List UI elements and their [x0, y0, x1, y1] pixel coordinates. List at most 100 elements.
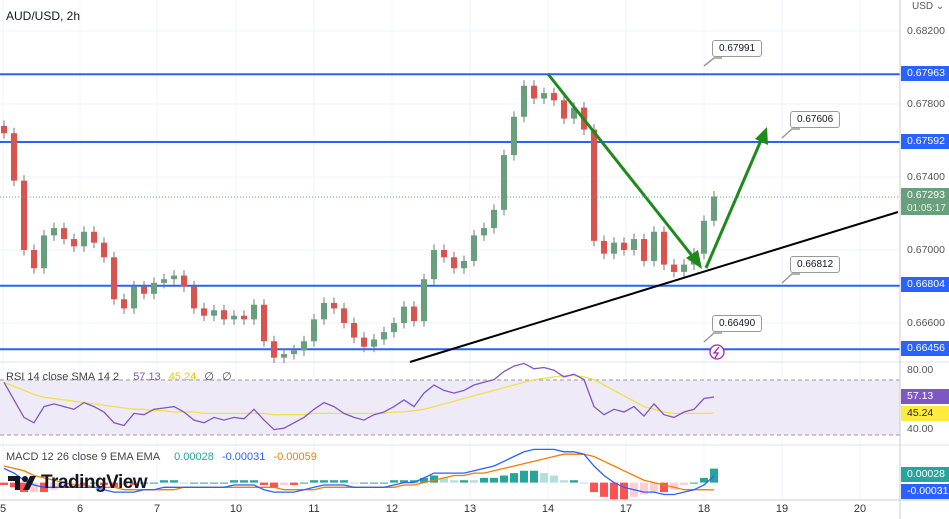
macd-histogram-bar	[280, 482, 288, 485]
macd-histogram-bar	[260, 482, 268, 485]
time-tick: 7	[153, 503, 161, 515]
level-tag: 0.66804	[901, 277, 949, 292]
candle-up	[421, 279, 427, 322]
macd-histogram-bar	[270, 482, 278, 488]
macd-histogram-bar	[180, 482, 188, 484]
candle-down	[441, 250, 447, 258]
macd-histogram-bar	[520, 470, 528, 483]
symbol-title[interactable]: AUD/USD, 2h	[6, 9, 81, 23]
price-callout[interactable]: 0.67991	[712, 40, 763, 57]
rsi-band	[0, 380, 900, 435]
rsi-sma-line	[3, 374, 715, 416]
macd-histogram-bar	[360, 482, 368, 484]
macd-histogram-bar	[680, 482, 688, 485]
rsi-legend[interactable]: RSI 14 close SMA 14 2 57.13 45.24 ∅ ∅	[6, 370, 237, 383]
currency-menu[interactable]: USD ⌄	[912, 1, 944, 12]
macd-histogram-bar	[690, 482, 698, 484]
macd-value: -0.00031	[221, 451, 266, 463]
candle-down	[241, 315, 247, 320]
macd-hist-value: 0.00028	[174, 451, 214, 463]
macd-histogram-bar	[470, 480, 478, 483]
macd-histogram-bar	[450, 480, 458, 483]
macd-histogram-bar	[170, 480, 178, 483]
candle-up	[461, 260, 467, 269]
macd-legend[interactable]: MACD 12 26 close 9 EMA EMA 0.00028 -0.00…	[6, 451, 322, 463]
candle-down	[1, 125, 7, 134]
macd-histogram-bar	[400, 480, 408, 483]
rsi-axis-top: 80.00	[907, 364, 934, 376]
candle-up	[371, 339, 377, 347]
candle-up	[521, 85, 527, 117]
rsi-extra: ∅	[222, 371, 232, 383]
rsi-axis-bottom: 40.00	[907, 423, 934, 435]
price-tick: 0.67400	[907, 171, 945, 183]
candle-down	[11, 133, 17, 181]
candle-up	[471, 235, 477, 261]
chevron-down-icon: ⌄	[935, 1, 945, 12]
price-callout[interactable]: 0.66490	[712, 315, 763, 332]
macd-histogram-bar	[370, 482, 378, 484]
candle-up	[481, 228, 487, 236]
candle-down	[111, 257, 117, 300]
macd-histogram-bar	[390, 480, 398, 483]
macd-histogram-bar	[710, 468, 718, 483]
time-tick: 17	[619, 503, 633, 515]
time-tick: 18	[697, 503, 711, 515]
candle-up	[391, 323, 397, 333]
candle-up	[681, 264, 687, 272]
macd-histogram-bar	[540, 473, 548, 483]
candle-down	[411, 306, 417, 322]
candle-down	[661, 231, 667, 265]
candle-down	[271, 341, 277, 358]
candle-up	[81, 231, 87, 247]
candle-up	[151, 282, 157, 294]
candle-up	[431, 250, 437, 280]
candle-up	[311, 319, 317, 342]
candle-down	[261, 304, 267, 342]
macd-histogram-bar	[80, 482, 88, 485]
macd-histogram-bar	[20, 482, 28, 493]
macd-histogram-bar	[650, 482, 658, 493]
candle-up	[281, 354, 287, 358]
down-arrow[interactable]	[546, 73, 702, 269]
candle-up	[211, 310, 217, 316]
macd-histogram-bar	[530, 470, 538, 483]
time-tick: 20	[853, 503, 867, 515]
candle-up	[701, 220, 707, 254]
macd-histogram-bar	[300, 482, 308, 484]
macd-histogram-bar	[560, 480, 568, 483]
candle-down	[601, 240, 607, 254]
macd-histogram-bar	[350, 482, 358, 484]
lightning-icon[interactable]	[709, 344, 725, 360]
candle-up	[541, 93, 547, 99]
rsi-sma-tag: 45.24	[901, 406, 949, 421]
candle-down	[91, 231, 97, 243]
macd-histogram-bar	[410, 480, 418, 483]
candle-down	[121, 299, 127, 309]
price-callout[interactable]: 0.67606	[790, 111, 841, 128]
trendline[interactable]	[409, 211, 899, 363]
macd-histogram-bar	[310, 480, 318, 483]
price-tick: 0.66600	[907, 317, 945, 329]
up-arrow[interactable]	[704, 127, 768, 269]
time-tick: 10	[229, 503, 243, 515]
candle-down	[671, 264, 677, 272]
callout-pointers	[703, 57, 800, 343]
time-tick: 12	[385, 503, 399, 515]
candle-down	[31, 250, 37, 269]
price-callout[interactable]: 0.66812	[790, 256, 841, 273]
macd-histogram-bar	[320, 480, 328, 483]
candle-up	[611, 242, 617, 254]
macd-histogram-bar	[120, 482, 128, 485]
macd-title: MACD 12 26 close 9 EMA EMA	[6, 451, 161, 463]
price-tick: 0.67000	[907, 244, 945, 256]
macd-histogram-bar	[150, 482, 158, 484]
candle-up	[301, 341, 307, 351]
macd-histogram-bar	[700, 477, 708, 483]
macd-histogram-bar	[100, 482, 108, 485]
candle-down	[71, 239, 77, 247]
macd-histogram-bar	[90, 482, 98, 484]
candle-up	[131, 286, 137, 309]
tradingview-logo[interactable]: TradingView	[8, 472, 148, 494]
